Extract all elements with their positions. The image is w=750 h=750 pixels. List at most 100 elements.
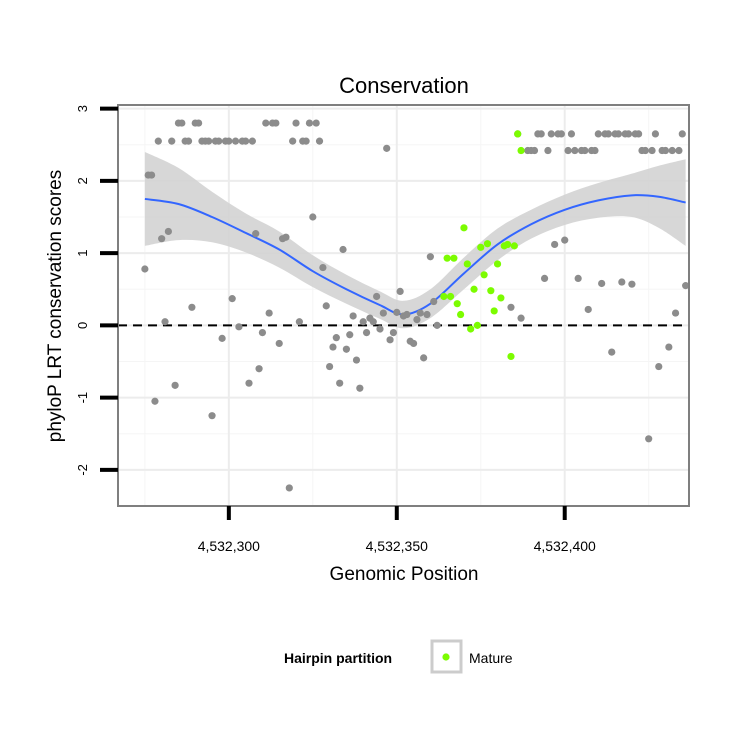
point-other	[362, 328, 371, 337]
point-other	[349, 312, 357, 320]
point-mature	[470, 285, 478, 293]
point-other	[369, 318, 377, 326]
point-other	[242, 137, 250, 145]
point-other	[537, 130, 545, 138]
point-other	[265, 309, 273, 317]
point-other	[315, 137, 324, 145]
point-mature	[446, 292, 455, 301]
point-mature	[443, 254, 451, 262]
point-other	[262, 119, 270, 127]
chart-title: Conservation	[339, 73, 469, 98]
point-other	[393, 308, 401, 316]
point-other	[540, 274, 549, 283]
point-mature	[510, 242, 518, 250]
x-tick-label: 4,532,300	[198, 538, 260, 554]
point-other	[329, 343, 337, 351]
point-mature	[497, 294, 505, 302]
point-other	[158, 235, 166, 243]
point-other	[567, 130, 576, 138]
point-other	[272, 119, 280, 127]
point-other	[598, 279, 606, 288]
point-other	[423, 310, 431, 319]
point-other	[195, 119, 203, 127]
point-other	[517, 314, 525, 322]
point-other	[178, 119, 186, 127]
point-other	[648, 146, 656, 155]
y-axis-ticks: -2 -1 0 1 2 3	[75, 105, 118, 476]
point-other	[557, 130, 565, 138]
legend-key-dot	[442, 653, 450, 661]
point-other	[551, 240, 559, 249]
y-tick-label: 3	[75, 105, 90, 112]
point-other	[235, 323, 243, 331]
point-other	[635, 130, 643, 138]
point-other	[383, 144, 391, 152]
point-other	[641, 146, 649, 155]
point-other	[282, 233, 290, 241]
point-other	[164, 227, 172, 236]
smooth-line-layer	[144, 194, 686, 316]
point-other	[339, 245, 347, 254]
point-other	[675, 146, 683, 155]
point-mature	[493, 260, 502, 268]
point-other	[379, 309, 387, 317]
point-other	[547, 130, 555, 138]
point-other	[581, 146, 589, 155]
y-tick-label: -1	[75, 392, 90, 404]
points-other	[141, 119, 690, 492]
point-other	[661, 146, 670, 155]
point-other	[645, 435, 653, 443]
y-tick-label: 0	[75, 322, 90, 329]
point-other	[624, 130, 633, 138]
point-other	[245, 379, 253, 387]
point-mature	[504, 240, 512, 249]
point-mature	[450, 254, 458, 262]
point-mature	[477, 243, 485, 251]
point-other	[151, 397, 159, 405]
point-other	[403, 310, 411, 319]
point-other	[356, 384, 364, 392]
point-other	[275, 339, 283, 348]
point-other	[409, 339, 418, 348]
point-mature	[483, 240, 492, 248]
point-other	[561, 236, 569, 244]
point-other	[530, 146, 539, 155]
point-other	[426, 253, 434, 261]
point-other	[591, 146, 599, 155]
points-mature	[440, 130, 525, 361]
point-mature	[473, 321, 481, 329]
y-axis-title: phyloP LRT conservation scores	[45, 170, 66, 443]
point-mature	[457, 310, 465, 319]
point-other	[289, 137, 297, 145]
point-other	[608, 348, 616, 356]
point-other	[258, 328, 267, 337]
point-other	[319, 263, 327, 272]
point-other	[430, 297, 438, 306]
point-other	[420, 354, 428, 362]
point-mature	[490, 307, 498, 315]
x-axis-ticks: 4,532,300 4,532,350 4,532,400	[198, 506, 596, 554]
point-other	[147, 171, 156, 179]
point-other	[373, 292, 381, 301]
x-tick-label: 4,532,400	[534, 538, 596, 554]
point-other	[665, 343, 673, 351]
point-other	[161, 318, 169, 326]
point-other	[507, 303, 515, 311]
point-other	[231, 137, 240, 145]
point-other	[326, 362, 334, 371]
point-other	[682, 282, 690, 290]
point-other	[594, 130, 602, 138]
point-other	[285, 484, 293, 492]
point-other	[332, 334, 340, 342]
point-mature	[514, 130, 522, 138]
point-other	[302, 137, 310, 145]
point-other	[574, 274, 582, 283]
point-other	[618, 278, 626, 286]
point-other	[336, 379, 344, 387]
point-mature	[440, 292, 448, 301]
point-other	[433, 321, 441, 329]
legend-label-mature: Mature	[469, 650, 513, 666]
point-other	[389, 328, 398, 337]
point-other	[396, 287, 404, 296]
point-other	[678, 130, 686, 138]
